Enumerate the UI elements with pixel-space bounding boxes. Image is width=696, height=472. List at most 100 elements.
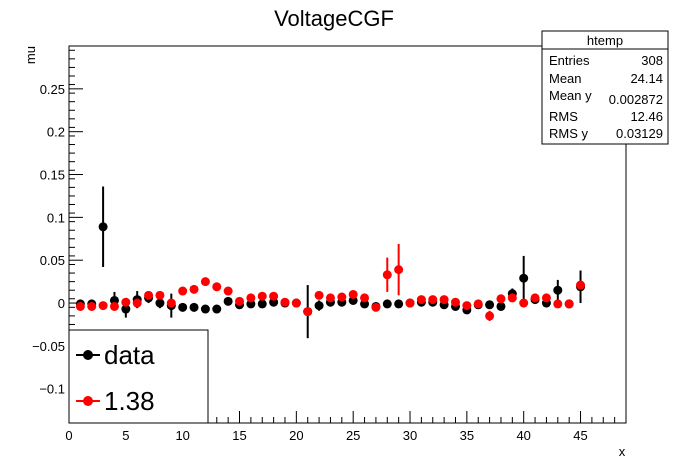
data-point	[257, 299, 267, 309]
legend-marker-data	[83, 350, 93, 360]
data-point	[405, 298, 415, 308]
data-point	[462, 301, 472, 311]
data-point	[519, 298, 529, 308]
data-point	[553, 299, 563, 309]
data-point	[564, 299, 574, 309]
y-tick-label: −0.1	[39, 382, 65, 397]
data-point	[553, 285, 563, 295]
stats-label-mean: Mean	[549, 71, 582, 86]
data-point	[394, 299, 404, 309]
data-point	[496, 294, 506, 304]
data-point	[314, 301, 324, 311]
data-point	[360, 293, 370, 303]
data-point	[200, 304, 210, 314]
data-point	[541, 293, 551, 303]
data-point	[485, 300, 495, 310]
x-tick-label: 40	[516, 428, 530, 443]
data-point	[382, 270, 392, 280]
data-point	[166, 298, 176, 308]
data-point	[496, 301, 506, 311]
stats-box-title: htemp	[587, 33, 623, 48]
stats-value-mean: 24.14	[630, 71, 663, 86]
chart-title: VoltageCGF	[274, 6, 394, 31]
data-point	[485, 311, 495, 321]
x-tick-label: 15	[232, 428, 246, 443]
stats-label-entries: Entries	[549, 53, 590, 68]
data-point	[257, 291, 267, 301]
data-point	[235, 296, 245, 306]
x-tick-label: 20	[289, 428, 303, 443]
x-tick-label: 30	[403, 428, 417, 443]
data-point	[178, 302, 188, 312]
data-point	[109, 301, 119, 311]
data-point	[450, 297, 460, 307]
stats-value-rms-y: 0.03129	[616, 126, 663, 141]
y-tick-label: 0.2	[47, 125, 65, 140]
data-point	[144, 290, 154, 300]
legend-frame	[68, 329, 209, 424]
data-point	[75, 301, 85, 311]
plot-frame	[68, 45, 627, 424]
data-point	[189, 302, 199, 312]
data-point	[189, 284, 199, 294]
data-point	[507, 293, 517, 303]
x-tick-label: 5	[122, 428, 129, 443]
data-point	[519, 273, 529, 283]
y-axis-label: mu	[23, 46, 38, 64]
stats-value-mean-y: 0.002872	[609, 92, 663, 107]
data-point	[223, 296, 233, 306]
data-point	[98, 222, 108, 232]
stats-box-frame	[541, 30, 669, 145]
data-point	[325, 293, 335, 303]
x-tick-label: 0	[65, 428, 72, 443]
series-fit	[75, 243, 586, 322]
data-point	[87, 301, 97, 311]
x-axis-label: x	[619, 444, 626, 459]
data-point	[337, 292, 347, 302]
stats-label-rms: RMS	[549, 109, 578, 124]
data-point	[291, 298, 301, 308]
data-point	[212, 304, 222, 314]
stats-value-rms: 12.46	[630, 109, 663, 124]
x-tick-label: 45	[573, 428, 587, 443]
data-point	[269, 291, 279, 301]
data-point	[439, 295, 449, 305]
data-point	[382, 299, 392, 309]
data-point	[132, 298, 142, 308]
stats-value-entries: 308	[641, 53, 663, 68]
data-point	[530, 293, 540, 303]
data-point	[416, 295, 426, 305]
stats-label-rms-y: RMS y	[549, 126, 589, 141]
data-point	[121, 304, 131, 314]
legend-label-data: data	[104, 340, 155, 370]
x-tick-label: 35	[460, 428, 474, 443]
y-tick-label: −0.05	[32, 339, 65, 354]
data-point	[178, 286, 188, 296]
data-point	[200, 277, 210, 287]
legend: data 1.38	[68, 329, 209, 424]
data-point	[223, 286, 233, 296]
y-tick-label: 0.1	[47, 210, 65, 225]
y-tick-label: 0	[58, 296, 65, 311]
data-point	[371, 302, 381, 312]
stats-label-mean-y: Mean y	[549, 88, 592, 103]
data-point	[314, 290, 324, 300]
data-point	[303, 307, 313, 317]
data-point	[121, 297, 131, 307]
data-point	[212, 282, 222, 292]
y-tick-label: 0.15	[40, 168, 65, 183]
data-point	[98, 301, 108, 311]
x-tick-label: 25	[346, 428, 360, 443]
series-layer	[75, 186, 586, 339]
data-point	[576, 280, 586, 290]
y-tick-label: 0.25	[40, 82, 65, 97]
data-point	[155, 290, 165, 300]
y-tick-label: 0.05	[40, 253, 65, 268]
legend-label-1-38: 1.38	[104, 386, 155, 416]
data-point	[155, 298, 165, 308]
data-point	[348, 289, 358, 299]
legend-marker-1-38	[83, 396, 93, 406]
data-point	[246, 293, 256, 303]
data-point	[473, 299, 483, 309]
